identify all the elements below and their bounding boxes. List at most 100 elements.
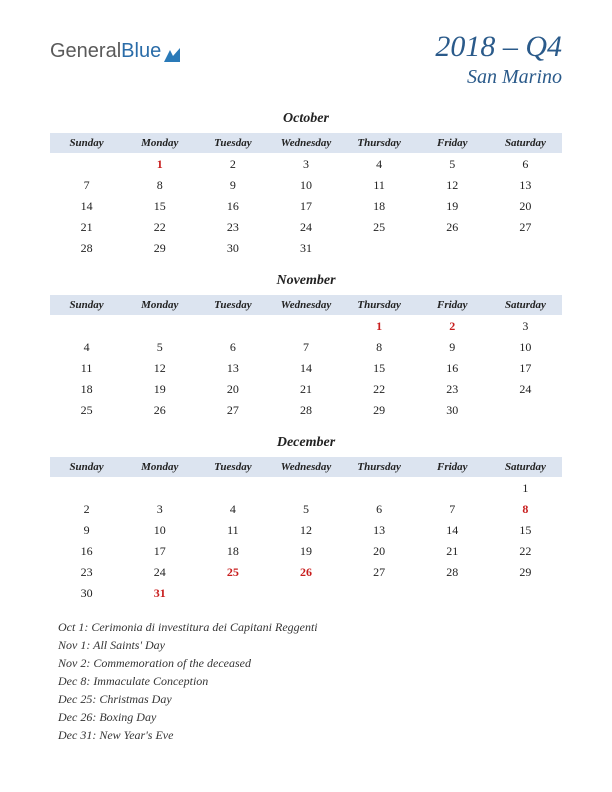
calendar-cell: 6 [343, 499, 416, 520]
month-name: December [50, 435, 562, 451]
calendar-cell: 5 [269, 499, 342, 520]
calendar-cell: 25 [343, 217, 416, 238]
calendar-cell: 9 [196, 175, 269, 196]
calendar-cell: 10 [489, 337, 562, 358]
calendar-cell [343, 238, 416, 259]
calendar-cell: 2 [196, 154, 269, 176]
calendar-cell: 27 [196, 400, 269, 421]
day-header: Monday [123, 133, 196, 154]
calendar-cell: 3 [269, 154, 342, 176]
calendar-cell: 10 [269, 175, 342, 196]
calendar-cell: 31 [123, 583, 196, 604]
calendar-cell: 26 [123, 400, 196, 421]
holiday-item: Oct 1: Cerimonia di investitura dei Capi… [58, 618, 562, 636]
calendar-cell: 10 [123, 520, 196, 541]
header: GeneralBlue 2018 – Q4 San Marino [50, 30, 562, 89]
calendar-row: 18192021222324 [50, 379, 562, 400]
calendar-cell: 4 [196, 499, 269, 520]
calendar-cell: 16 [50, 541, 123, 562]
day-header: Saturday [489, 133, 562, 154]
calendar-cell: 18 [196, 541, 269, 562]
day-header: Thursday [343, 457, 416, 478]
calendar-cell: 17 [489, 358, 562, 379]
holiday-item: Nov 1: All Saints' Day [58, 636, 562, 654]
calendar-cell [489, 238, 562, 259]
calendar-cell: 5 [416, 154, 489, 176]
day-header: Wednesday [269, 457, 342, 478]
month-block: December SundayMondayTuesdayWednesdayThur… [50, 435, 562, 604]
calendar-cell: 28 [416, 562, 489, 583]
calendar-cell: 22 [123, 217, 196, 238]
day-header: Thursday [343, 295, 416, 316]
calendar-cell: 9 [50, 520, 123, 541]
day-header: Tuesday [196, 457, 269, 478]
calendar-cell: 30 [416, 400, 489, 421]
day-header: Tuesday [196, 133, 269, 154]
calendar-cell: 21 [416, 541, 489, 562]
calendar-cell: 23 [416, 379, 489, 400]
calendar-cell: 11 [50, 358, 123, 379]
calendars-container: OctoberSundayMondayTuesdayWednesdayThurs… [50, 111, 562, 604]
calendar-row: 123 [50, 316, 562, 338]
calendar-cell: 15 [489, 520, 562, 541]
calendar-cell: 13 [343, 520, 416, 541]
day-header: Thursday [343, 133, 416, 154]
calendar-cell [489, 583, 562, 604]
calendar-cell [123, 478, 196, 500]
calendar-cell: 25 [50, 400, 123, 421]
holidays-list: Oct 1: Cerimonia di investitura dei Capi… [50, 618, 562, 744]
calendar-cell: 29 [343, 400, 416, 421]
calendar-row: 23242526272829 [50, 562, 562, 583]
calendar-cell: 30 [50, 583, 123, 604]
calendar-cell: 22 [489, 541, 562, 562]
logo-icon [164, 45, 180, 59]
calendar-row: 252627282930 [50, 400, 562, 421]
calendar-cell: 13 [196, 358, 269, 379]
day-header: Tuesday [196, 295, 269, 316]
calendar-table: SundayMondayTuesdayWednesdayThursdayFrid… [50, 133, 562, 259]
calendar-row: 14151617181920 [50, 196, 562, 217]
calendar-row: 16171819202122 [50, 541, 562, 562]
calendar-cell: 12 [123, 358, 196, 379]
calendar-table: SundayMondayTuesdayWednesdayThursdayFrid… [50, 457, 562, 604]
calendar-row: 11121314151617 [50, 358, 562, 379]
day-header: Wednesday [269, 133, 342, 154]
calendar-row: 123456 [50, 154, 562, 176]
day-header: Sunday [50, 133, 123, 154]
calendar-cell: 15 [343, 358, 416, 379]
calendar-cell [416, 238, 489, 259]
calendar-cell: 19 [269, 541, 342, 562]
calendar-cell: 23 [50, 562, 123, 583]
calendar-cell [196, 478, 269, 500]
title-block: 2018 – Q4 San Marino [435, 30, 562, 89]
calendar-cell: 14 [416, 520, 489, 541]
calendar-cell: 24 [269, 217, 342, 238]
calendar-cell: 12 [416, 175, 489, 196]
day-header: Friday [416, 457, 489, 478]
calendar-cell [416, 583, 489, 604]
calendar-cell: 17 [123, 541, 196, 562]
calendar-cell: 5 [123, 337, 196, 358]
calendar-row: 45678910 [50, 337, 562, 358]
calendar-cell: 7 [269, 337, 342, 358]
calendar-cell: 9 [416, 337, 489, 358]
holiday-item: Dec 8: Immaculate Conception [58, 672, 562, 690]
calendar-cell: 24 [489, 379, 562, 400]
month-name: November [50, 273, 562, 289]
day-header: Saturday [489, 295, 562, 316]
holiday-item: Dec 25: Christmas Day [58, 690, 562, 708]
calendar-row: 28293031 [50, 238, 562, 259]
calendar-cell [50, 316, 123, 338]
day-header: Monday [123, 457, 196, 478]
calendar-row: 3031 [50, 583, 562, 604]
calendar-cell: 21 [269, 379, 342, 400]
calendar-cell: 4 [50, 337, 123, 358]
day-header: Friday [416, 133, 489, 154]
calendar-cell: 20 [489, 196, 562, 217]
day-header: Sunday [50, 457, 123, 478]
calendar-cell [489, 400, 562, 421]
calendar-cell: 11 [196, 520, 269, 541]
calendar-cell: 16 [416, 358, 489, 379]
calendar-cell: 3 [123, 499, 196, 520]
calendar-cell: 22 [343, 379, 416, 400]
